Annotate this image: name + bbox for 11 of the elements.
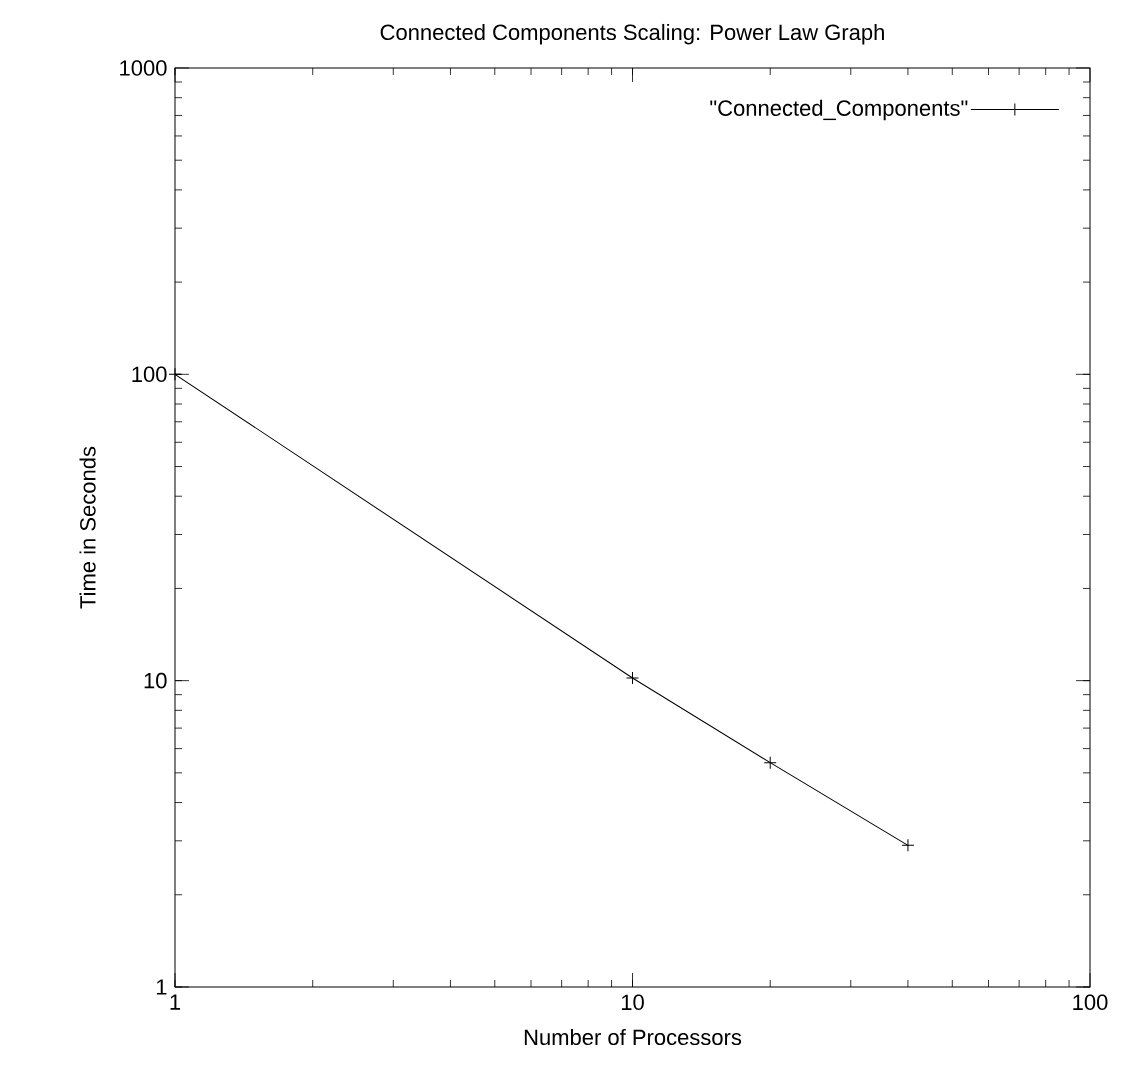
x-axis-title: Number of Processors: [524, 1028, 742, 1046]
y-tick-label: 100: [132, 366, 167, 383]
y-axis-title: Time in Seconds: [79, 446, 96, 609]
x-tick-label: 10: [621, 994, 644, 1011]
x-tick-label: 100: [1073, 994, 1108, 1011]
chart-title: Connected Components Scaling: Power Law Graph: [380, 23, 884, 45]
y-tick-label: 10: [144, 672, 167, 689]
legend-label: "Connected_Components": [710, 99, 968, 121]
x-tick-label: 1: [170, 994, 181, 1010]
y-tick-label: 1000: [120, 60, 167, 76]
y-tick-label: 1: [156, 979, 167, 995]
